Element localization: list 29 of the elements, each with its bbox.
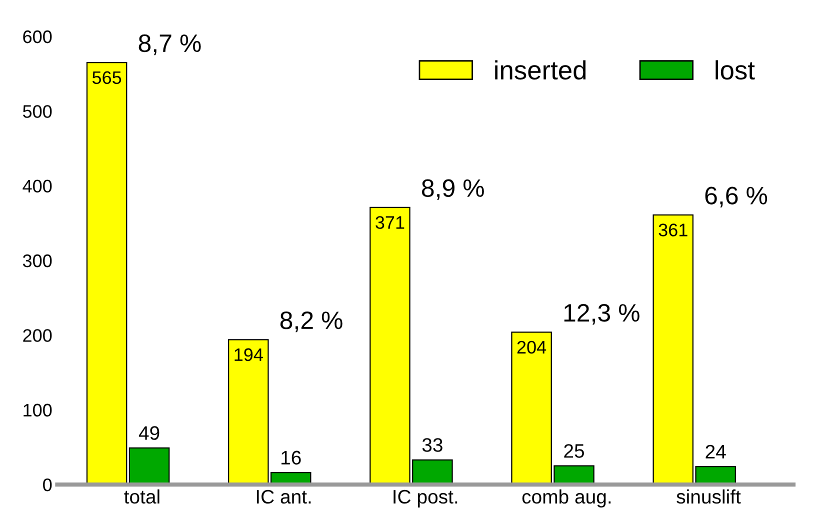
data-label: 194: [234, 348, 263, 362]
x-tick-label: IC post.: [394, 490, 458, 508]
y-tick-label: 100: [24, 404, 52, 417]
data-label: 24: [706, 444, 726, 458]
data-label: 204: [517, 340, 546, 354]
y-tick-label: 500: [23, 105, 52, 118]
legend-label: inserted: [495, 60, 586, 80]
annotation: 12,3 %: [564, 304, 640, 325]
data-label: 25: [564, 444, 584, 458]
x-tick-label: total: [124, 489, 160, 504]
y-tick-label: 400: [22, 180, 52, 193]
x-tick-label: IC ant.: [256, 490, 311, 504]
annotation: 8,9 %: [422, 179, 484, 200]
annotation: 6,6 %: [705, 186, 768, 208]
data-label: 371: [376, 216, 404, 229]
data-label: 16: [282, 450, 301, 465]
data-label: 33: [422, 438, 442, 452]
y-tick-label: 300: [22, 254, 52, 268]
data-label: 361: [658, 224, 688, 236]
y-tick-label: 600: [23, 30, 52, 44]
data-label: 565: [92, 71, 122, 84]
x-tick-label: sinuslift: [676, 489, 741, 504]
y-tick-label: 200: [23, 329, 52, 342]
x-tick-label: comb aug.: [522, 489, 611, 508]
annotation: 8,7 %: [138, 34, 201, 56]
legend-label: lost: [716, 60, 755, 80]
y-tick-label: 0: [43, 478, 52, 492]
data-label: 49: [138, 426, 160, 440]
annotation: 8,2 %: [280, 311, 342, 332]
